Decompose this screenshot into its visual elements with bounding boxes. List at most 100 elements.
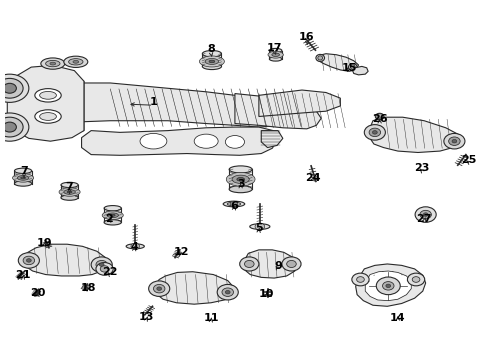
Circle shape <box>96 262 113 275</box>
Circle shape <box>99 263 104 266</box>
Ellipse shape <box>41 58 64 69</box>
Circle shape <box>222 288 233 296</box>
Circle shape <box>157 287 161 291</box>
Ellipse shape <box>140 134 166 149</box>
Text: 8: 8 <box>206 45 214 54</box>
Ellipse shape <box>317 56 322 60</box>
Ellipse shape <box>223 201 244 207</box>
Circle shape <box>368 128 380 136</box>
Ellipse shape <box>375 113 383 120</box>
Circle shape <box>0 78 23 98</box>
Polygon shape <box>368 117 459 153</box>
Ellipse shape <box>107 213 118 217</box>
Polygon shape <box>365 271 410 301</box>
Circle shape <box>96 260 107 269</box>
Ellipse shape <box>40 113 56 120</box>
Ellipse shape <box>348 64 356 71</box>
Ellipse shape <box>202 63 221 69</box>
Circle shape <box>217 284 238 300</box>
Ellipse shape <box>269 48 281 53</box>
Polygon shape <box>355 264 425 306</box>
Circle shape <box>385 284 390 288</box>
Circle shape <box>244 260 254 267</box>
Circle shape <box>286 260 296 267</box>
Text: 22: 22 <box>102 267 118 278</box>
Polygon shape <box>36 81 84 131</box>
Text: 14: 14 <box>389 313 405 323</box>
Circle shape <box>281 257 301 271</box>
Circle shape <box>148 281 169 296</box>
Circle shape <box>239 257 258 271</box>
Circle shape <box>131 243 139 249</box>
Circle shape <box>423 213 427 216</box>
Ellipse shape <box>229 186 252 193</box>
Ellipse shape <box>269 57 281 61</box>
Circle shape <box>414 207 435 222</box>
Text: 11: 11 <box>203 313 218 323</box>
Ellipse shape <box>236 177 244 181</box>
Circle shape <box>225 291 230 294</box>
Polygon shape <box>234 94 321 129</box>
Text: 25: 25 <box>460 154 475 165</box>
Polygon shape <box>261 131 282 148</box>
Ellipse shape <box>350 65 354 69</box>
Text: 23: 23 <box>413 163 428 173</box>
Circle shape <box>91 257 112 273</box>
Ellipse shape <box>271 53 279 57</box>
Circle shape <box>3 122 17 132</box>
Ellipse shape <box>126 244 144 249</box>
Text: 13: 13 <box>138 312 154 322</box>
Text: 10: 10 <box>258 289 273 298</box>
Ellipse shape <box>59 188 80 196</box>
Polygon shape <box>81 127 278 155</box>
Ellipse shape <box>15 168 32 174</box>
Ellipse shape <box>61 182 78 188</box>
Text: 7: 7 <box>20 166 28 176</box>
Ellipse shape <box>205 58 218 64</box>
Text: 26: 26 <box>371 114 386 124</box>
Ellipse shape <box>249 224 269 229</box>
Ellipse shape <box>208 60 214 63</box>
Ellipse shape <box>64 56 88 67</box>
Ellipse shape <box>15 181 32 186</box>
Circle shape <box>443 134 464 149</box>
Circle shape <box>0 74 29 102</box>
Ellipse shape <box>35 89 61 102</box>
Ellipse shape <box>35 110 61 123</box>
Polygon shape <box>23 244 106 276</box>
Ellipse shape <box>40 91 56 99</box>
Circle shape <box>0 113 29 141</box>
Ellipse shape <box>199 56 224 67</box>
Ellipse shape <box>232 175 249 184</box>
Circle shape <box>356 277 364 282</box>
Circle shape <box>382 282 393 290</box>
Text: 4: 4 <box>130 242 138 252</box>
Ellipse shape <box>226 172 255 186</box>
Text: 24: 24 <box>304 173 320 183</box>
Text: 16: 16 <box>298 32 314 42</box>
Circle shape <box>100 266 109 272</box>
Text: 9: 9 <box>274 261 282 271</box>
Ellipse shape <box>73 60 79 63</box>
Text: 17: 17 <box>266 43 282 53</box>
Circle shape <box>419 210 430 219</box>
Text: 27: 27 <box>416 214 431 224</box>
Text: 18: 18 <box>81 283 96 293</box>
Text: 3: 3 <box>236 179 244 189</box>
Ellipse shape <box>64 190 75 194</box>
Ellipse shape <box>61 195 78 200</box>
Circle shape <box>23 256 35 265</box>
Polygon shape <box>258 90 340 117</box>
Polygon shape <box>317 54 358 71</box>
Circle shape <box>18 253 40 268</box>
Circle shape <box>351 273 368 286</box>
Circle shape <box>3 83 17 93</box>
Polygon shape <box>243 250 297 278</box>
Ellipse shape <box>202 50 221 57</box>
Text: 21: 21 <box>15 270 31 280</box>
Circle shape <box>372 131 376 134</box>
Ellipse shape <box>227 202 240 206</box>
Ellipse shape <box>267 51 283 58</box>
Ellipse shape <box>45 60 60 67</box>
Circle shape <box>411 277 419 282</box>
